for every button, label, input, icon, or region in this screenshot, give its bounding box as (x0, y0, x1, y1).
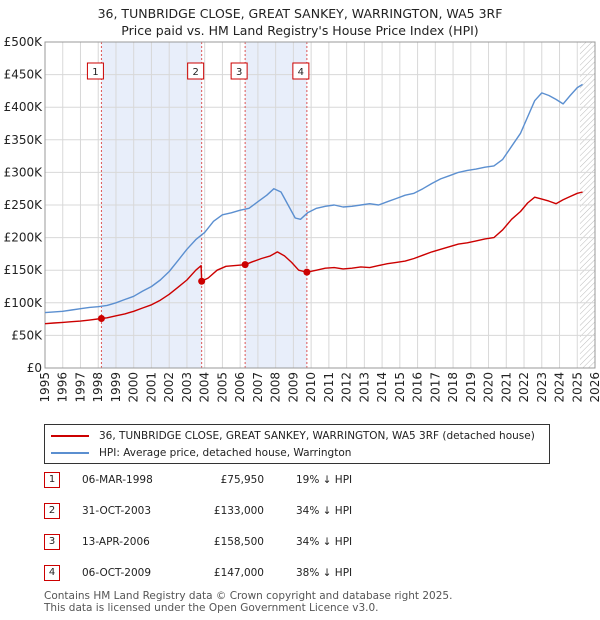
sale-marker-box (86, 62, 104, 80)
sale-badge: 3 (44, 534, 60, 550)
x-tick-label: 2007 (251, 372, 265, 403)
legend: 36, TUNBRIDGE CLOSE, GREAT SANKEY, WARRI… (44, 424, 550, 464)
sale-row: 2 31-OCT-2003 £133,000 34% ↓ HPI (44, 503, 564, 523)
chart-title: 36, TUNBRIDGE CLOSE, GREAT SANKEY, WARRI… (97, 6, 503, 21)
chart-subtitle: Price paid vs. HM Land Registry's House … (121, 23, 479, 38)
sale-row: 4 06-OCT-2009 £147,000 38% ↓ HPI (44, 565, 564, 585)
y-tick-label: £450K (4, 68, 44, 82)
legend-label-hpi: HPI: Average price, detached house, Warr… (99, 447, 352, 459)
x-tick-label: 2011 (322, 372, 336, 403)
x-tick-label: 2022 (517, 372, 531, 403)
footer: Contains HM Land Registry data © Crown c… (44, 590, 452, 614)
x-tick-label: 2025 (570, 372, 584, 403)
x-tick-label: 2001 (144, 372, 158, 403)
legend-label-property: 36, TUNBRIDGE CLOSE, GREAT SANKEY, WARRI… (99, 430, 535, 442)
x-tick-label: 1996 (56, 372, 70, 403)
x-tick-label: 2008 (269, 372, 283, 403)
x-tick-label: 2020 (482, 372, 496, 403)
sale-marker-label: 2 (192, 67, 198, 78)
x-tick-label: 2012 (340, 372, 354, 403)
sale-point (97, 314, 105, 322)
y-tick-label: £200K (4, 231, 44, 245)
x-tick-label: 2005 (215, 372, 229, 403)
x-tick-label: 2000 (127, 372, 141, 403)
sale-point (303, 268, 311, 276)
x-tick-label: 2009 (286, 372, 300, 403)
sale-date: 06-MAR-1998 (82, 474, 153, 486)
sale-marker-label: 1 (92, 67, 98, 78)
y-tick-label: £350K (4, 133, 44, 147)
y-tick-label: £0 (27, 361, 42, 375)
x-tick-label: 2015 (393, 372, 407, 403)
sale-marker-label: 3 (236, 67, 242, 78)
sale-row: 1 06-MAR-1998 £75,950 19% ↓ HPI (44, 472, 564, 492)
x-tick-label: 2026 (588, 372, 600, 403)
legend-swatch-hpi (51, 452, 89, 454)
sale-row: 3 13-APR-2006 £158,500 34% ↓ HPI (44, 534, 564, 554)
legend-swatch-property (51, 435, 89, 437)
x-tick-label: 2002 (162, 372, 176, 403)
x-tick-label: 1995 (38, 372, 52, 403)
x-tick-label: 2017 (428, 372, 442, 403)
sale-price: £75,950 (220, 474, 264, 486)
y-tick-label: £100K (4, 296, 44, 310)
x-tick-label: 2023 (535, 372, 549, 403)
x-tick-label: 2018 (446, 372, 460, 403)
y-tick-label: £250K (4, 198, 44, 212)
sale-date: 06-OCT-2009 (82, 567, 151, 579)
sale-badge: 4 (44, 565, 60, 581)
sale-marker-box (187, 62, 205, 80)
sale-price: £147,000 (213, 567, 264, 579)
x-tick-label: 2024 (553, 372, 567, 403)
legend-item-hpi: HPI: Average price, detached house, Warr… (51, 445, 351, 461)
x-tick-label: 2006 (233, 372, 247, 403)
x-tick-label: 2004 (198, 372, 212, 403)
footer-licence: This data is licensed under the Open Gov… (44, 602, 379, 614)
hpi-series-line (44, 83, 583, 314)
x-tick-label: 2010 (304, 372, 318, 403)
x-tick-label: 2003 (180, 372, 194, 403)
y-tick-label: £400K (4, 100, 44, 114)
sale-hpi-diff: 34% ↓ HPI (296, 536, 353, 548)
x-tick-label: 1998 (91, 372, 105, 403)
sale-date: 31-OCT-2003 (82, 505, 151, 517)
sale-price: £133,000 (213, 505, 264, 517)
plot-frame (44, 41, 596, 369)
y-tick-label: £50K (11, 328, 43, 342)
x-tick-label: 2014 (375, 372, 389, 403)
sale-badge: 1 (44, 472, 60, 488)
y-tick-label: £150K (4, 263, 44, 277)
sale-date: 13-APR-2006 (82, 536, 150, 548)
footer-copyright: Contains HM Land Registry data © Crown c… (44, 590, 453, 602)
sale-marker-label: 4 (298, 67, 304, 78)
x-tick-label: 2016 (411, 372, 425, 403)
sale-price: £158,500 (213, 536, 264, 548)
property-series-line (44, 191, 583, 325)
y-tick-label: £300K (4, 165, 44, 179)
sale-point (241, 261, 249, 269)
sale-marker-box (292, 62, 310, 80)
sale-hpi-diff: 34% ↓ HPI (296, 505, 353, 517)
x-tick-label: 2019 (464, 372, 478, 403)
price-chart: £0 £50K £100K £150K £200K £250K £300K £350K £400… (4, 35, 600, 403)
sale-point (198, 277, 206, 285)
sale-hpi-diff: 19% ↓ HPI (296, 474, 353, 486)
x-tick-label: 2021 (499, 372, 513, 403)
sale-badge: 2 (44, 503, 60, 519)
legend-item-property: 36, TUNBRIDGE CLOSE, GREAT SANKEY, WARRI… (51, 428, 535, 444)
x-tick-label: 2013 (357, 372, 371, 403)
y-tick-label: £500K (4, 35, 44, 49)
x-tick-label: 1999 (109, 372, 123, 403)
sale-hpi-diff: 38% ↓ HPI (296, 567, 353, 579)
x-tick-label: 1997 (73, 372, 87, 403)
sale-marker-box (230, 62, 248, 80)
